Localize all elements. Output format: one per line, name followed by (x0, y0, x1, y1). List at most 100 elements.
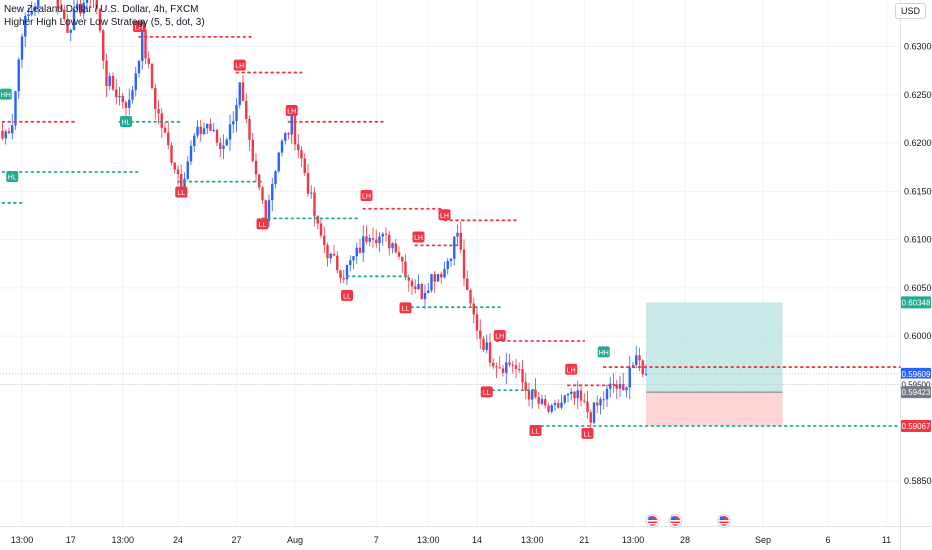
swing-label-lh[interactable] (565, 363, 578, 375)
candle-body[interactable] (316, 216, 319, 224)
candle-body[interactable] (102, 30, 105, 61)
swing-label-ll[interactable] (399, 302, 412, 314)
long-position-stop-zone[interactable] (646, 392, 783, 426)
candle-body[interactable] (362, 236, 365, 253)
candle-body[interactable] (235, 104, 238, 122)
candle-body[interactable] (274, 171, 277, 185)
candle-body[interactable] (176, 169, 180, 175)
swing-label-ll[interactable] (341, 289, 353, 301)
candle-body[interactable] (628, 367, 631, 388)
candle-body[interactable] (69, 29, 72, 33)
candle-body[interactable] (241, 82, 245, 101)
candle-body[interactable] (219, 142, 222, 149)
swing-label-lh[interactable] (438, 209, 451, 221)
candle-body[interactable] (85, 0, 89, 3)
candle-body[interactable] (388, 234, 391, 249)
candle-body[interactable] (170, 145, 173, 163)
candle-body[interactable] (193, 135, 196, 146)
candle-body[interactable] (358, 247, 362, 253)
candle-body[interactable] (547, 405, 550, 412)
candle-body[interactable] (115, 89, 118, 98)
candle-body[interactable] (157, 109, 160, 114)
candle-body[interactable] (410, 280, 414, 287)
candle-body[interactable] (423, 293, 427, 300)
candle-body[interactable] (1, 130, 4, 139)
candle-body[interactable] (381, 233, 384, 237)
candle-body[interactable] (284, 133, 287, 141)
candle-body[interactable] (498, 367, 501, 369)
candle-body[interactable] (449, 258, 453, 261)
candle-body[interactable] (453, 236, 456, 259)
candle-body[interactable] (261, 187, 264, 201)
long-position-target-zone[interactable] (646, 302, 783, 393)
candle-body[interactable] (186, 161, 189, 179)
swing-label-hh[interactable] (0, 88, 12, 100)
candle-body[interactable] (514, 365, 518, 370)
candle-body[interactable] (544, 399, 547, 406)
candle-body[interactable] (462, 249, 466, 279)
swing-label-ll[interactable] (581, 427, 594, 439)
swing-label-lh[interactable] (412, 231, 425, 243)
candle-body[interactable] (118, 95, 121, 98)
candle-body[interactable] (566, 393, 570, 396)
candle-body[interactable] (63, 9, 66, 20)
candle-body[interactable] (625, 387, 628, 391)
candle-body[interactable] (82, 2, 85, 14)
candle-body[interactable] (641, 360, 644, 375)
swing-label-ll[interactable] (529, 424, 542, 436)
candle-body[interactable] (345, 264, 349, 280)
candle-body[interactable] (76, 3, 79, 10)
swing-label-hh[interactable] (597, 346, 610, 358)
candle-body[interactable] (121, 95, 124, 103)
candle-body[interactable] (622, 384, 625, 391)
candle-body[interactable] (72, 9, 76, 30)
candle-body[interactable] (469, 290, 472, 304)
candle-body[interactable] (79, 3, 82, 14)
candle-body[interactable] (563, 395, 566, 403)
candle-body[interactable] (280, 140, 284, 153)
candle-body[interactable] (618, 384, 622, 389)
swing-label-ll[interactable] (175, 186, 188, 198)
candle-body[interactable] (615, 384, 618, 389)
candle-body[interactable] (206, 123, 209, 129)
candle-body[interactable] (466, 278, 469, 291)
candle-body[interactable] (492, 362, 495, 367)
candle-body[interactable] (147, 58, 150, 64)
candle-body[interactable] (579, 390, 583, 401)
candle-body[interactable] (495, 366, 498, 368)
swing-label-lh[interactable] (360, 189, 373, 201)
candle-body[interactable] (209, 123, 212, 131)
candle-body[interactable] (352, 256, 355, 261)
candle-body[interactable] (37, 0, 40, 7)
candle-body[interactable] (378, 236, 381, 244)
candle-body[interactable] (264, 200, 267, 221)
candle-body[interactable] (440, 274, 443, 278)
candle-body[interactable] (482, 338, 485, 350)
swing-label-lh[interactable] (285, 105, 298, 117)
candle-body[interactable] (310, 192, 313, 194)
candle-body[interactable] (583, 400, 586, 402)
candle-body[interactable] (635, 355, 638, 366)
candle-body[interactable] (638, 355, 641, 361)
candle-body[interactable] (365, 236, 368, 242)
swing-label-ll[interactable] (480, 386, 493, 398)
candle-body[interactable] (339, 270, 342, 279)
candle-body[interactable] (111, 75, 115, 90)
candle-body[interactable] (163, 127, 167, 133)
candle-body[interactable] (420, 284, 423, 300)
candle-body[interactable] (436, 274, 440, 282)
candle-body[interactable] (531, 389, 534, 400)
candle-body[interactable] (524, 382, 527, 391)
candle-body[interactable] (511, 364, 514, 366)
candle-body[interactable] (95, 0, 98, 10)
candle-body[interactable] (180, 174, 183, 189)
candle-body[interactable] (59, 8, 63, 10)
candle-body[interactable] (508, 362, 511, 365)
candle-body[interactable] (599, 399, 602, 406)
candle-body[interactable] (297, 144, 300, 151)
candle-body[interactable] (212, 129, 215, 131)
candle-body[interactable] (267, 200, 271, 221)
candle-body[interactable] (329, 253, 332, 259)
candle-body[interactable] (446, 260, 449, 269)
candle-body[interactable] (319, 223, 323, 236)
